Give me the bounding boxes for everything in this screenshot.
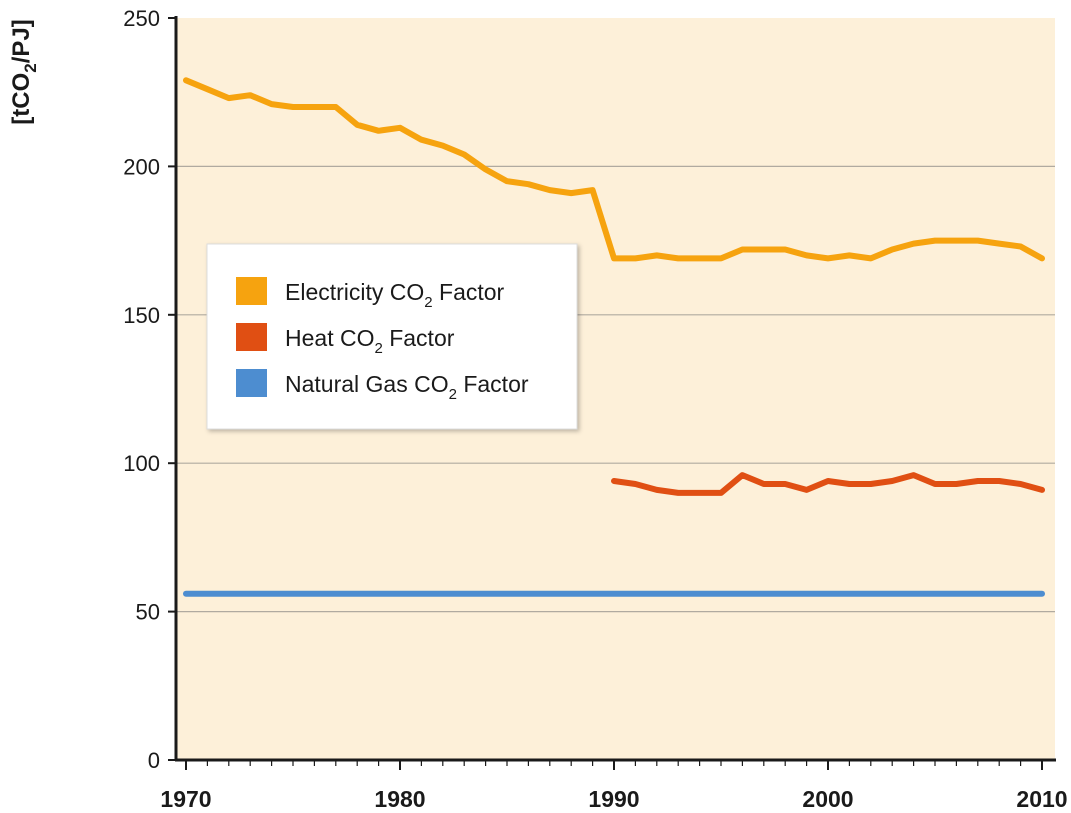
legend-label-1: Heat CO2 Factor — [285, 325, 455, 357]
x-tick-label-2000: 2000 — [802, 786, 853, 812]
legend-label-2: Natural Gas CO2 Factor — [285, 371, 529, 403]
y-axis-label: [tCO2/PJ] — [8, 19, 40, 124]
x-tick-label-1990: 1990 — [588, 786, 639, 812]
legend-label-0: Electricity CO2 Factor — [285, 279, 505, 311]
y-tick-label-250: 250 — [123, 6, 160, 31]
series-line-0 — [183, 77, 1045, 262]
y-axis-ticks: 0 50 100 150 200 250 — [123, 6, 176, 773]
y-tick-label-0: 0 — [148, 748, 160, 773]
x-tick-label-2010: 2010 — [1016, 786, 1067, 812]
y-tick-label-200: 200 — [123, 154, 160, 179]
y-tick-label-50: 50 — [136, 600, 160, 625]
y-tick-label-150: 150 — [123, 303, 160, 328]
series-line-1 — [611, 472, 1045, 496]
x-tick-label-1970: 1970 — [160, 786, 211, 812]
legend-swatch-2 — [236, 369, 267, 397]
legend-box — [206, 243, 578, 430]
series-lines — [183, 77, 1045, 597]
y-tick-label-100: 100 — [123, 451, 160, 476]
legend: Electricity CO2 Factor Heat CO2 Factor Nat… — [206, 243, 578, 430]
x-axis-ticks: 1970 1980 1990 2000 2010 — [160, 760, 1068, 812]
legend-swatch-1 — [236, 323, 267, 351]
legend-swatch-0 — [236, 277, 267, 305]
x-tick-label-1980: 1980 — [374, 786, 425, 812]
